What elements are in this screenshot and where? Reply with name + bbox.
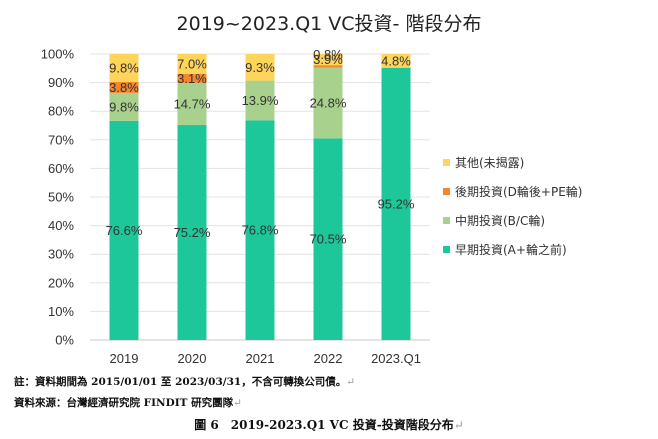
y-tick-label: 10% bbox=[48, 304, 74, 319]
x-axis-tick-labels: 2019 2020 2021 2022 2023.Q1 bbox=[110, 351, 421, 366]
bar-segment bbox=[313, 65, 343, 68]
data-label: 0.8% bbox=[313, 47, 343, 62]
bar-segment bbox=[109, 82, 139, 93]
data-label: 9.8% bbox=[109, 99, 139, 114]
legend-swatch bbox=[443, 217, 450, 224]
data-label: 95.2% bbox=[378, 196, 415, 211]
bar-segment bbox=[313, 138, 343, 340]
legend-swatch bbox=[443, 246, 450, 253]
data-label: 13.9% bbox=[242, 93, 279, 108]
data-label: 76.6% bbox=[106, 223, 143, 238]
data-label: 7.0% bbox=[177, 57, 207, 72]
stacked-bar-chart: 2019~2023.Q1 VC投資- 階段分布 0% 10% 20% 30% 40% 50… bbox=[41, 13, 583, 366]
y-tick-label: 30% bbox=[48, 247, 74, 262]
data-period-note: 註：資料期間為 2015/01/01 至 2023/03/31，不含可轉換公司債… bbox=[14, 374, 355, 389]
chart-title: 2019~2023.Q1 VC投資- 階段分布 bbox=[177, 13, 482, 35]
return-mark-icon: ↵ bbox=[453, 418, 464, 432]
y-tick-label: 100% bbox=[41, 47, 75, 62]
y-tick-label: 70% bbox=[48, 132, 74, 147]
bar-segment bbox=[245, 54, 275, 81]
bar-segment bbox=[109, 54, 139, 83]
y-tick-label: 40% bbox=[48, 218, 74, 233]
legend-label: 後期投資(D輪後+PE輪) bbox=[455, 184, 582, 199]
bar-segment bbox=[177, 74, 207, 83]
y-tick-label: 60% bbox=[48, 161, 74, 176]
data-label: 70.5% bbox=[310, 232, 347, 247]
legend-label: 中期投資(B/C輪) bbox=[455, 213, 545, 228]
legend-label: 其他(未揭露) bbox=[455, 155, 524, 170]
legend-label: 早期投資(A+輪之前) bbox=[455, 242, 567, 257]
return-mark-icon: ↵ bbox=[233, 397, 242, 409]
data-label: 3.1% bbox=[177, 71, 207, 86]
bar-segment bbox=[381, 54, 411, 68]
bar-segment bbox=[177, 82, 207, 125]
y-axis-tick-labels: 0% 10% 20% 30% 40% 50% 60% 70% 80% 90% 100% bbox=[41, 47, 75, 348]
data-label: 9.3% bbox=[245, 60, 275, 75]
bar-segment bbox=[177, 54, 207, 75]
data-label: 75.2% bbox=[174, 225, 211, 240]
return-mark-icon: ↵ bbox=[346, 376, 356, 388]
data-source-note-text: 資料來源：台灣經濟研究院 FINDIT 研究團隊 bbox=[14, 397, 234, 409]
bars bbox=[109, 54, 411, 341]
data-source-note: 資料來源：台灣經濟研究院 FINDIT 研究團隊↵ bbox=[14, 395, 242, 410]
x-tick-label: 2020 bbox=[178, 351, 207, 366]
bar-segment bbox=[313, 67, 343, 139]
y-tick-label: 50% bbox=[48, 190, 74, 205]
y-tick-label: 90% bbox=[48, 75, 74, 90]
bar-data-labels: 76.6% 9.8% 3.8% 9.8% 75.2% 14.7% 3.1%7.0% 76.8%… bbox=[106, 47, 415, 247]
y-tick-label: 80% bbox=[48, 104, 74, 119]
data-label: 3.8% bbox=[109, 80, 139, 95]
data-label: 14.7% bbox=[174, 96, 211, 111]
figure-caption-text: 圖 6 2019-2023.Q1 VC 投資-投資階段分布 bbox=[194, 418, 454, 432]
x-tick-label: 2022 bbox=[314, 351, 343, 366]
data-label: 9.8% bbox=[109, 61, 139, 76]
data-label: 76.8% bbox=[242, 223, 279, 238]
bar-segment bbox=[245, 120, 275, 341]
data-label: 4.8% bbox=[381, 53, 411, 68]
y-tick-label: 0% bbox=[55, 333, 74, 348]
bar-segment bbox=[109, 120, 139, 340]
bar-segment bbox=[177, 124, 207, 340]
legend-swatch bbox=[443, 159, 450, 166]
bar-segment bbox=[109, 92, 139, 121]
bar-segment bbox=[313, 54, 343, 66]
x-tick-label: 2019 bbox=[110, 351, 139, 366]
x-tick-label: 2021 bbox=[246, 351, 275, 366]
figure-caption: 圖 6 2019-2023.Q1 VC 投資-投資階段分布↵ bbox=[0, 416, 658, 433]
data-label: 24.8% bbox=[310, 95, 347, 110]
data-label: 3.9% bbox=[313, 52, 343, 67]
x-tick-label: 2023.Q1 bbox=[371, 351, 421, 366]
y-tick-label: 20% bbox=[48, 275, 74, 290]
bar-segment bbox=[245, 80, 275, 121]
legend: 其他(未揭露) 後期投資(D輪後+PE輪) 中期投資(B/C輪) 早期投資(A+輪之前… bbox=[443, 155, 582, 257]
data-period-note-text: 註：資料期間為 2015/01/01 至 2023/03/31，不含可轉換公司債… bbox=[14, 376, 347, 388]
bar-segment bbox=[381, 67, 411, 340]
legend-swatch bbox=[443, 188, 450, 195]
